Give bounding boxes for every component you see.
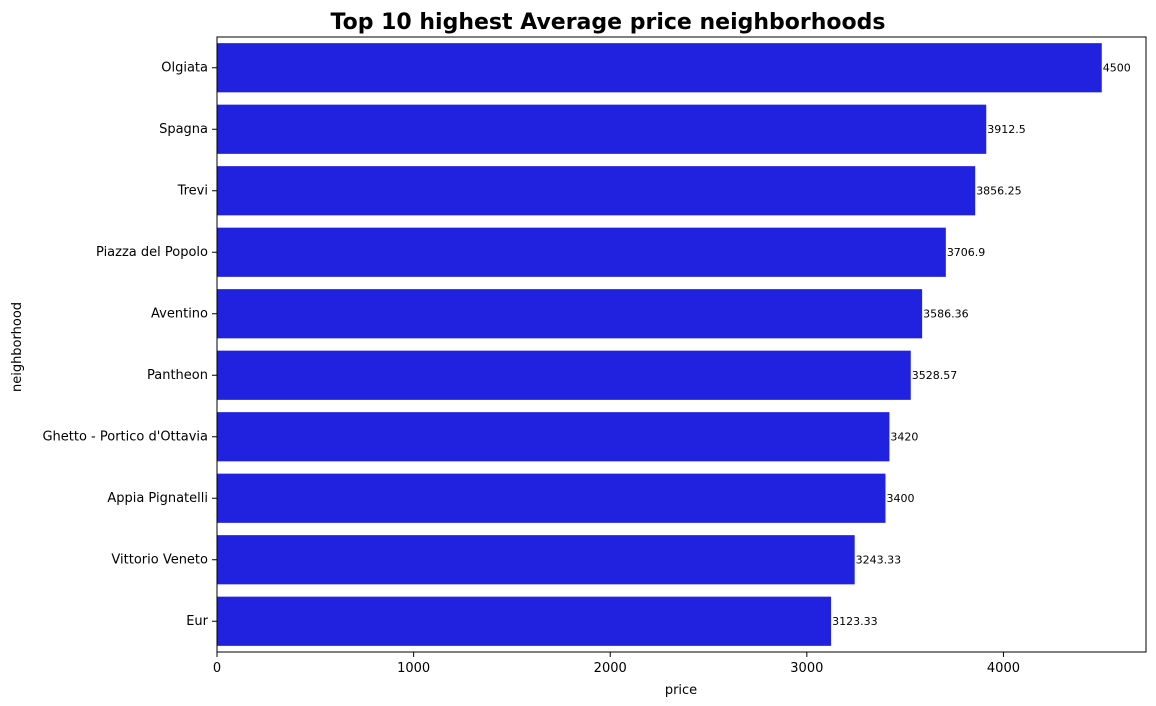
y-tick-label: Olgiata <box>161 60 208 75</box>
bar <box>217 473 886 523</box>
bar-value-label: 3706.9 <box>947 246 986 259</box>
y-tick-label: Ghetto - Portico d'Ottavia <box>42 429 208 444</box>
bar <box>217 166 976 216</box>
y-tick-label: Trevi <box>177 183 208 198</box>
x-tick-label: 2000 <box>594 661 627 676</box>
bar-value-label: 3123.33 <box>832 615 878 628</box>
y-tick-label: Vittorio Veneto <box>111 552 208 567</box>
bar-value-label: 4500 <box>1103 61 1131 74</box>
y-tick-label: Pantheon <box>147 368 208 383</box>
bar <box>217 227 946 277</box>
bar-value-label: 3586.36 <box>923 307 969 320</box>
bar-value-label: 3912.5 <box>987 123 1026 136</box>
y-tick-label: Appia Pignatelli <box>107 491 208 506</box>
y-tick-label: Spagna <box>159 122 208 137</box>
x-axis-label: price <box>665 683 697 698</box>
bar <box>217 43 1102 93</box>
x-tick-label: 4000 <box>987 661 1020 676</box>
bar <box>217 289 923 339</box>
x-tick-label: 1000 <box>397 661 430 676</box>
bar-value-label: 3528.57 <box>912 369 958 382</box>
y-axis-label: neighborhood <box>10 302 25 392</box>
bar-value-label: 3400 <box>886 492 914 505</box>
plot-frame <box>216 36 1147 653</box>
data-labels-layer: 4500 3912.5 3856.25 3706.9 3586.36 3528.57 342… <box>832 61 1131 628</box>
bar <box>217 350 911 400</box>
bar-value-label: 3856.25 <box>976 184 1022 197</box>
bar <box>217 535 855 585</box>
y-tick-label: Eur <box>186 614 208 629</box>
y-tick-label: Piazza del Popolo <box>96 245 208 260</box>
x-axis-ticks: 0 1000 2000 3000 4000 <box>213 652 1020 676</box>
y-tick-label: Aventino <box>151 306 208 321</box>
x-tick-label: 3000 <box>790 661 823 676</box>
bar <box>217 104 987 154</box>
chart-title: Top 10 highest Average price neighborhoo… <box>331 10 886 35</box>
bars-layer <box>217 43 1102 646</box>
bar-value-label: 3420 <box>890 430 918 443</box>
bar-value-label: 3243.33 <box>856 553 902 566</box>
bar <box>217 596 832 646</box>
y-axis-ticks: Olgiata Spagna Trevi Piazza del Popolo Avent… <box>42 60 217 629</box>
x-tick-label: 0 <box>213 661 221 676</box>
bar <box>217 412 890 462</box>
